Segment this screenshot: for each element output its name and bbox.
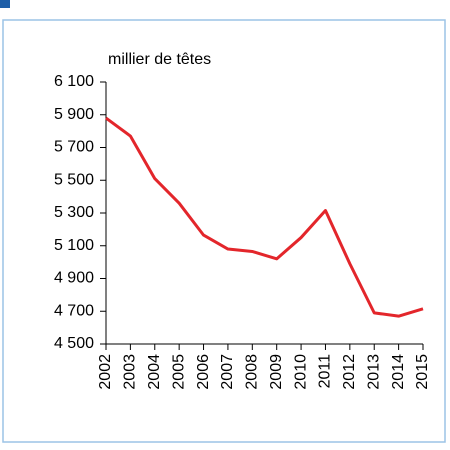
y-tick-label: 4 500 xyxy=(54,335,94,352)
data-line xyxy=(105,116,424,318)
y-tick-label: 6 100 xyxy=(54,73,94,90)
y-tick-label: 4 900 xyxy=(54,270,94,287)
x-tick-label: 2007 xyxy=(219,354,236,390)
y-tick-label: 5 700 xyxy=(54,139,94,156)
x-tick-label: 2004 xyxy=(146,354,163,390)
header-strip xyxy=(0,0,10,8)
x-tick-label: 2005 xyxy=(170,354,187,390)
x-tick-label: 2011 xyxy=(317,354,334,389)
y-tick-label: 4 700 xyxy=(54,302,94,319)
x-tick-label: 2013 xyxy=(365,354,382,390)
y-tick-label: 5 500 xyxy=(54,171,94,188)
x-tick-label: 2009 xyxy=(268,354,285,390)
x-tick-label: 2015 xyxy=(414,354,431,390)
y-tick-label: 5 300 xyxy=(54,204,94,221)
x-tick-label: 2006 xyxy=(195,354,212,390)
x-tick-label: 2012 xyxy=(341,354,358,390)
x-tick-label: 2010 xyxy=(292,354,309,390)
x-tick-label: 2003 xyxy=(122,354,139,390)
y-tick-label: 5 100 xyxy=(54,237,94,254)
frame xyxy=(2,19,446,443)
y-axis-label: millier de têtes xyxy=(108,51,211,68)
x-tick-label: 2008 xyxy=(244,354,261,390)
y-tick-label: 5 900 xyxy=(54,106,94,123)
x-tick-label: 2014 xyxy=(390,354,407,390)
x-tick-label: 2002 xyxy=(97,354,114,390)
